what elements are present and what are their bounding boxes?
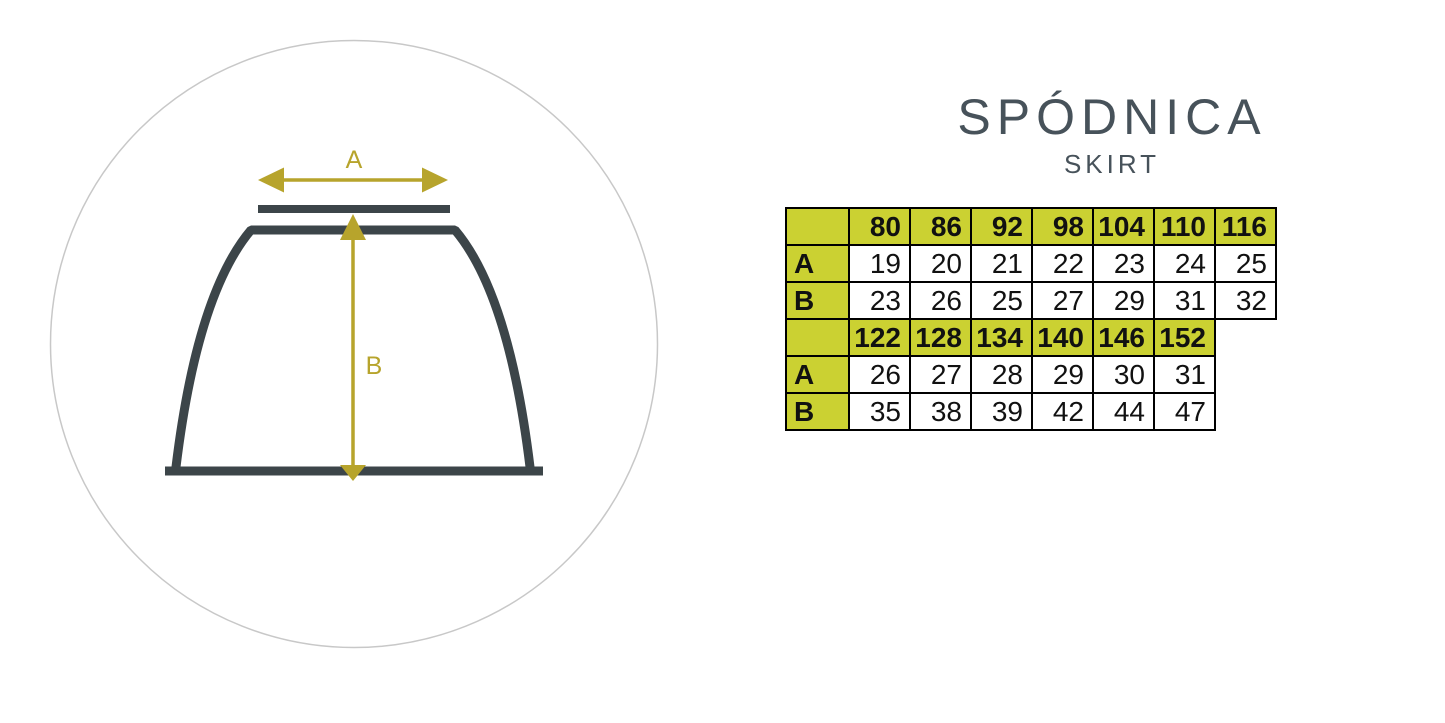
arrow-down-head	[340, 465, 366, 481]
value-cell: 29	[1031, 355, 1094, 394]
value-cell: 32	[1214, 281, 1277, 320]
size-header-cell: 152	[1153, 318, 1216, 357]
corner-cell	[785, 207, 850, 246]
value-cell: 19	[848, 244, 911, 283]
empty-cell	[1215, 319, 1276, 356]
row-label-cell: B	[785, 281, 850, 320]
size-header-cell: 146	[1092, 318, 1155, 357]
size-table: 80 86 92 98 104 110 116 A 19 20 21 22 23…	[785, 207, 1277, 431]
size-header-cell: 116	[1214, 207, 1277, 246]
size-header-row-2: 122 128 134 140 146 152	[785, 318, 1276, 357]
size-header-row-1: 80 86 92 98 104 110 116	[785, 207, 1277, 246]
value-cell: 31	[1153, 355, 1216, 394]
product-subtitle: SKIRT	[1063, 149, 1161, 179]
value-cell: 35	[848, 392, 911, 431]
size-header-cell: 92	[970, 207, 1033, 246]
value-cell: 27	[909, 355, 972, 394]
length-label: B	[366, 352, 383, 380]
title-block: SPÓDNICA SKIRT	[902, 92, 1322, 177]
value-cell: 29	[1092, 281, 1155, 320]
value-cell: 38	[909, 392, 972, 431]
value-cell: 44	[1092, 392, 1155, 431]
value-cell: 23	[1092, 244, 1155, 283]
value-cell: 39	[970, 392, 1033, 431]
measurement-row-a-1: A 19 20 21 22 23 24 25	[785, 244, 1277, 283]
size-header-cell: 86	[909, 207, 972, 246]
size-header-cell: 134	[970, 318, 1033, 357]
value-cell: 27	[1031, 281, 1094, 320]
product-title: SPÓDNICA	[957, 89, 1267, 145]
value-cell: 25	[1214, 244, 1277, 283]
value-cell: 42	[1031, 392, 1094, 431]
value-cell: 23	[848, 281, 911, 320]
size-header-cell: 140	[1031, 318, 1094, 357]
row-label-cell: A	[785, 355, 850, 394]
size-header-cell: 110	[1153, 207, 1216, 246]
size-header-cell: 122	[848, 318, 911, 357]
value-cell: 22	[1031, 244, 1094, 283]
value-cell: 25	[970, 281, 1033, 320]
length-arrow	[340, 214, 366, 481]
measurement-row-b-1: B 23 26 25 27 29 31 32	[785, 281, 1277, 320]
value-cell: 24	[1153, 244, 1216, 283]
corner-cell	[785, 318, 850, 357]
empty-cell	[1215, 393, 1276, 430]
value-cell: 30	[1092, 355, 1155, 394]
size-header-cell: 98	[1031, 207, 1094, 246]
value-cell: 26	[848, 355, 911, 394]
size-header-cell: 80	[848, 207, 911, 246]
value-cell: 31	[1153, 281, 1216, 320]
value-cell: 28	[970, 355, 1033, 394]
measurement-row-b-2: B 35 38 39 42 44 47	[785, 392, 1276, 431]
skirt-measurement-diagram: A B	[49, 39, 659, 649]
value-cell: 21	[970, 244, 1033, 283]
arrow-right-head	[422, 167, 448, 193]
width-arrow	[258, 167, 448, 193]
value-cell: 26	[909, 281, 972, 320]
row-label-cell: A	[785, 244, 850, 283]
size-header-cell: 128	[909, 318, 972, 357]
arrow-up-head	[340, 214, 366, 240]
arrow-left-head	[258, 167, 284, 193]
row-label-cell: B	[785, 392, 850, 431]
value-cell: 20	[909, 244, 972, 283]
width-label: A	[346, 146, 363, 174]
value-cell: 47	[1153, 392, 1216, 431]
empty-cell	[1215, 356, 1276, 393]
measurement-row-a-2: A 26 27 28 29 30 31	[785, 355, 1276, 394]
size-header-cell: 104	[1092, 207, 1155, 246]
